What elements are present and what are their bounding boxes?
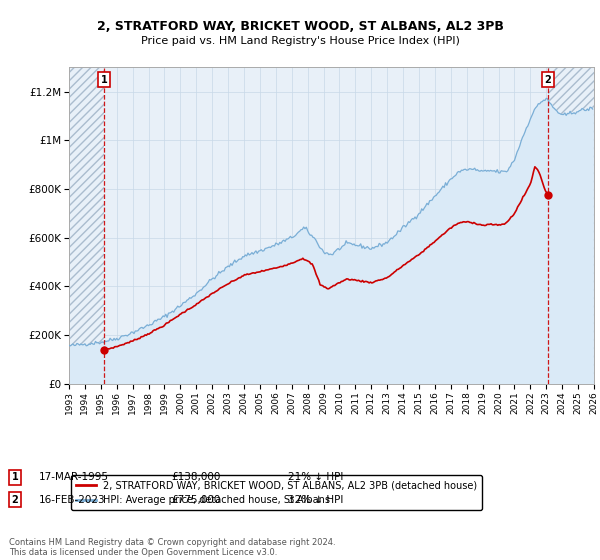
Text: 2: 2 bbox=[11, 494, 19, 505]
Text: £775,000: £775,000 bbox=[171, 494, 220, 505]
Text: 1: 1 bbox=[101, 75, 107, 85]
Text: 32% ↓ HPI: 32% ↓ HPI bbox=[288, 494, 343, 505]
Legend: 2, STRATFORD WAY, BRICKET WOOD, ST ALBANS, AL2 3PB (detached house), HPI: Averag: 2, STRATFORD WAY, BRICKET WOOD, ST ALBAN… bbox=[71, 475, 482, 510]
Bar bbox=[69, 67, 104, 384]
Text: Contains HM Land Registry data © Crown copyright and database right 2024.
This d: Contains HM Land Registry data © Crown c… bbox=[9, 538, 335, 557]
Text: 17-MAR-1995: 17-MAR-1995 bbox=[39, 472, 109, 482]
Text: Price paid vs. HM Land Registry's House Price Index (HPI): Price paid vs. HM Land Registry's House … bbox=[140, 36, 460, 46]
Text: £138,000: £138,000 bbox=[171, 472, 220, 482]
Text: 21% ↓ HPI: 21% ↓ HPI bbox=[288, 472, 343, 482]
Text: 2, STRATFORD WAY, BRICKET WOOD, ST ALBANS, AL2 3PB: 2, STRATFORD WAY, BRICKET WOOD, ST ALBAN… bbox=[97, 20, 503, 32]
Text: 1: 1 bbox=[11, 472, 19, 482]
Bar bbox=[548, 67, 594, 384]
Text: 2: 2 bbox=[544, 75, 551, 85]
Text: 16-FEB-2023: 16-FEB-2023 bbox=[39, 494, 106, 505]
